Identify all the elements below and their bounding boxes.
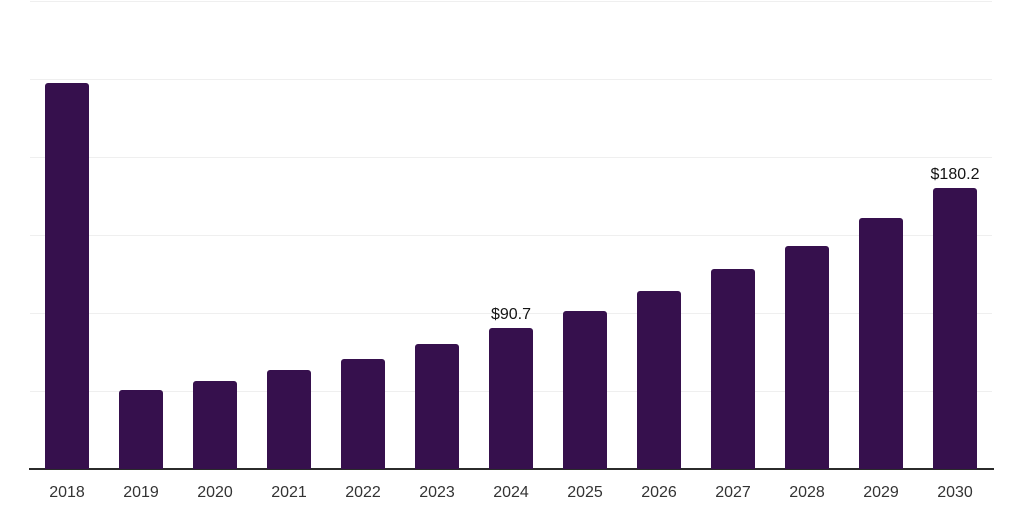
x-tick-2023: 2023	[419, 484, 455, 501]
gridline-300	[30, 1, 992, 2]
x-tick-2024: 2024	[493, 484, 529, 501]
x-tick-2030: 2030	[937, 484, 973, 501]
x-tick-2026: 2026	[641, 484, 677, 501]
gridline-250	[30, 79, 992, 80]
bar-2027	[711, 269, 755, 469]
bar-value-label-2030: $180.2	[930, 165, 980, 183]
x-tick-2022: 2022	[345, 484, 381, 501]
bar-2029	[859, 218, 903, 469]
gridline-200	[30, 157, 992, 158]
bar-2019	[119, 389, 163, 469]
x-tick-2021: 2021	[271, 484, 307, 501]
bar-2022	[341, 358, 385, 469]
x-tick-2019: 2019	[123, 484, 159, 501]
bar-2024	[489, 327, 533, 469]
x-tick-2027: 2027	[715, 484, 751, 501]
bar-2028	[785, 246, 829, 469]
x-tick-2029: 2029	[863, 484, 899, 501]
x-tick-2025: 2025	[567, 484, 603, 501]
x-tick-2028: 2028	[789, 484, 825, 501]
bar-2025	[563, 311, 607, 469]
bar-2020	[193, 380, 237, 469]
x-tick-2018: 2018	[49, 484, 85, 501]
bar-2018	[45, 82, 89, 469]
gridline-150	[30, 235, 992, 236]
gridline-100	[30, 313, 992, 314]
bar-2021	[267, 369, 311, 469]
x-tick-2020: 2020	[197, 484, 233, 501]
bar-2030	[933, 187, 977, 469]
x-axis-line	[29, 468, 994, 470]
bar-value-label-2024: $90.7	[490, 305, 532, 323]
bar-2026	[637, 291, 681, 469]
bar-2023	[415, 343, 459, 469]
